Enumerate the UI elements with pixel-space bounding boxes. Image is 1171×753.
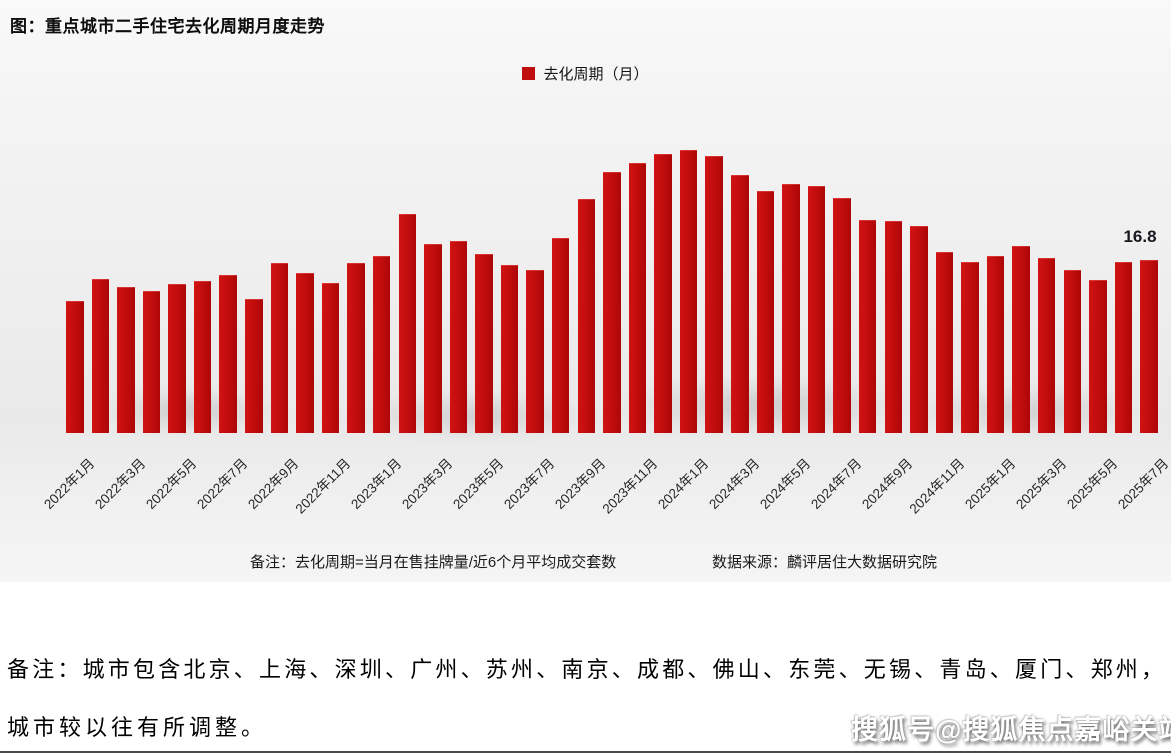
bar[interactable] (654, 154, 672, 433)
bottom-divider (0, 751, 1171, 753)
bar[interactable] (731, 175, 749, 433)
x-axis-tick-label: 2022年7月 (194, 455, 251, 513)
x-axis-tick-label: 2025年5月 (1064, 455, 1121, 513)
bar[interactable] (1063, 270, 1082, 433)
bar[interactable] (961, 262, 979, 433)
bar[interactable] (807, 186, 826, 433)
last-bar-data-label: 16.8 (1123, 227, 1157, 246)
bar[interactable] (193, 281, 212, 433)
x-axis-tick-label: 2023年5月 (450, 455, 507, 513)
bar[interactable] (296, 273, 314, 433)
x-axis-tick-label: 2022年1月 (40, 455, 98, 513)
chart-footnote-row: 备注：去化周期=当月在售挂牌量/近6个月平均成交套数 数据来源：麟评居住大数据研… (0, 551, 1171, 573)
bar-series (66, 140, 1158, 433)
bar[interactable] (603, 172, 621, 433)
x-axis-tick-label: 2025年3月 (1013, 455, 1070, 513)
x-axis-tick-label: 2022年3月 (92, 455, 149, 513)
bar[interactable] (756, 191, 775, 433)
bar[interactable] (1140, 260, 1158, 433)
bar[interactable] (526, 270, 544, 433)
bar[interactable] (66, 301, 84, 433)
bar[interactable] (475, 254, 493, 433)
bar[interactable] (142, 291, 161, 433)
bar[interactable] (1037, 258, 1056, 433)
x-axis-tick-label: 2024年9月 (859, 455, 916, 513)
bar[interactable] (117, 287, 135, 433)
x-axis-tick-label: 2025年1月 (961, 455, 1019, 513)
bar[interactable] (910, 226, 928, 433)
bar[interactable] (1012, 246, 1030, 433)
bar[interactable] (500, 265, 519, 433)
remark-line-1: 备注：城市包含北京、上海、深圳、广州、苏州、南京、成都、佛山、东莞、无锡、青岛、… (7, 657, 1163, 682)
x-axis-tick-label: 2024年5月 (757, 455, 814, 513)
bar[interactable] (168, 284, 186, 433)
x-axis-tick-label: 2023年3月 (399, 455, 456, 513)
bar[interactable] (424, 244, 442, 433)
bar[interactable] (91, 279, 110, 433)
bar[interactable] (986, 256, 1005, 433)
bar[interactable] (628, 163, 647, 433)
x-axis-tick-label: 2023年11月 (599, 455, 660, 517)
footnote-data-source: 数据来源：麟评居住大数据研究院 (712, 554, 938, 571)
x-axis-tick-label: 2024年1月 (654, 455, 712, 513)
x-axis-tick-label: 2025年7月 (1115, 455, 1171, 513)
bar[interactable] (782, 184, 800, 433)
footnote-definition: 备注：去化周期=当月在售挂牌量/近6个月平均成交套数 (250, 554, 617, 571)
bar[interactable] (884, 221, 902, 433)
x-axis-tick-label: 2022年11月 (292, 455, 353, 517)
bar[interactable] (833, 198, 851, 433)
bar[interactable] (1114, 262, 1133, 433)
bar[interactable] (372, 256, 391, 433)
bar[interactable] (270, 263, 289, 433)
chart-legend[interactable]: 去化周期（月） (0, 63, 1171, 84)
bar[interactable] (705, 156, 723, 433)
bar[interactable] (449, 241, 468, 433)
bar[interactable] (935, 252, 954, 433)
bar[interactable] (245, 299, 263, 433)
bar[interactable] (347, 263, 365, 433)
bar[interactable] (858, 220, 877, 433)
x-axis-tick-label: 2022年9月 (245, 455, 302, 513)
x-axis-tick-label: 2024年3月 (706, 455, 763, 513)
x-axis-tick-label: 2022年5月 (143, 455, 200, 513)
bar[interactable] (577, 199, 596, 433)
x-axis-tick-label: 2023年9月 (552, 455, 609, 513)
chart-title: 图：重点城市二手住宅去化周期月度走势 (10, 17, 325, 36)
legend-label: 去化周期（月） (543, 66, 649, 83)
x-axis-tick-label: 2023年7月 (501, 455, 558, 513)
chart-panel: 图：重点城市二手住宅去化周期月度走势 去化周期（月） 16.8 2022年1月 2… (0, 0, 1171, 582)
bar[interactable] (398, 214, 417, 433)
x-axis-tick-label: 2023年1月 (347, 455, 405, 513)
legend-marker-icon (522, 67, 536, 80)
bar[interactable] (219, 275, 237, 433)
bar[interactable] (551, 238, 570, 433)
sohu-watermark: 搜狐号@搜狐焦点嘉峪关站 (851, 715, 1171, 745)
x-axis-tick-label: 2024年11月 (906, 455, 967, 517)
bar[interactable] (321, 283, 340, 433)
remark-line-2: 城市较以往有所调整。 (7, 715, 268, 740)
bar[interactable] (1089, 280, 1107, 433)
x-axis-tick-label: 2024年7月 (808, 455, 865, 513)
bar[interactable] (679, 150, 698, 433)
